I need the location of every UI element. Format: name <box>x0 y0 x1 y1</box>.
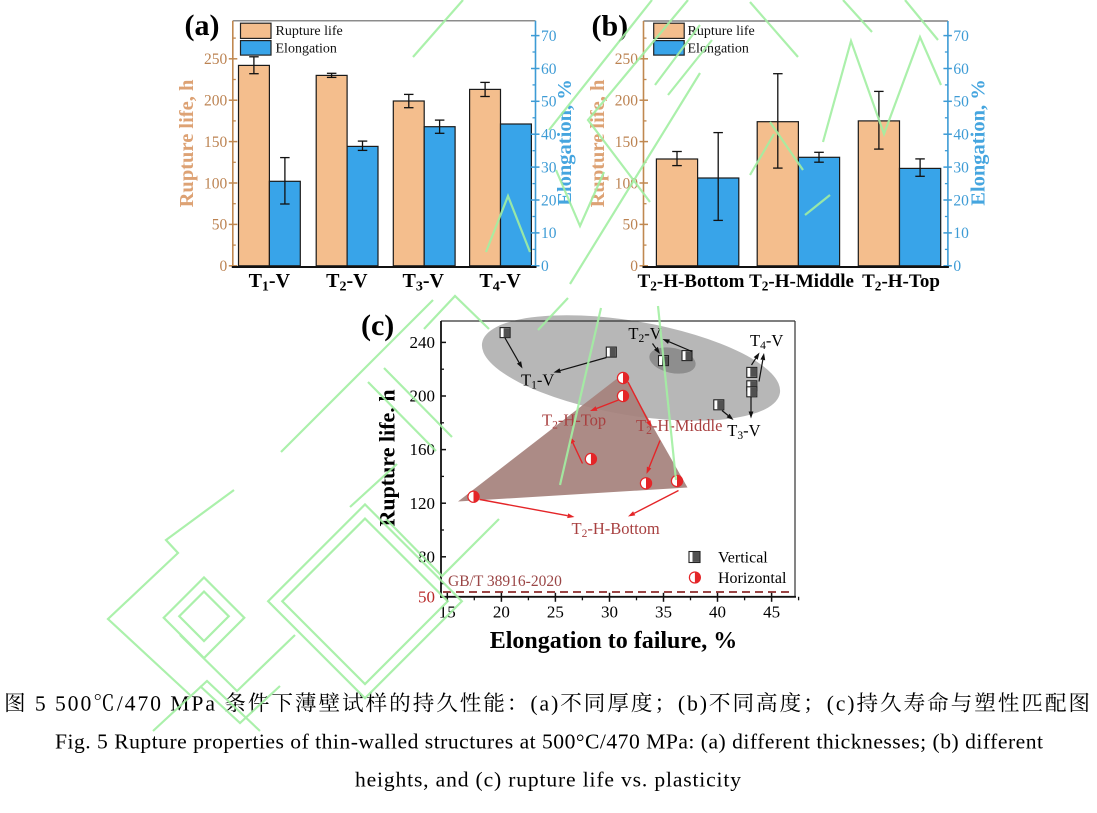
svg-text:60: 60 <box>953 61 969 78</box>
svg-text:30: 30 <box>541 159 557 176</box>
svg-text:Horizontal: Horizontal <box>718 570 787 587</box>
svg-text:(a): (a) <box>185 9 220 42</box>
svg-text:50: 50 <box>541 94 557 111</box>
svg-text:Elongation to failure, %: Elongation to failure, % <box>490 628 738 654</box>
svg-text:heights, and (c) rupture life: heights, and (c) rupture life vs. plasti… <box>355 768 741 792</box>
svg-text:120: 120 <box>410 494 436 513</box>
svg-text:40: 40 <box>541 127 557 144</box>
svg-text:T2​-V: T2​-V <box>628 324 661 345</box>
svg-text:20: 20 <box>493 603 510 622</box>
svg-text:Elongation: Elongation <box>276 42 337 57</box>
svg-text:80: 80 <box>418 547 435 566</box>
svg-text:100: 100 <box>204 175 228 192</box>
svg-text:250: 250 <box>615 51 639 68</box>
svg-text:50: 50 <box>212 217 228 234</box>
svg-text:Rupture life: Rupture life <box>688 24 755 39</box>
svg-text:50: 50 <box>623 217 639 234</box>
svg-text:T4​-V: T4​-V <box>479 270 521 295</box>
svg-text:30: 30 <box>953 159 969 176</box>
svg-text:T3​-V: T3​-V <box>402 270 444 295</box>
svg-text:30: 30 <box>601 603 618 622</box>
svg-text:T4​-V: T4​-V <box>750 331 783 352</box>
svg-text:0: 0 <box>953 258 961 275</box>
svg-text:Vertical: Vertical <box>718 550 768 567</box>
svg-text:Rupture life: Rupture life <box>276 24 343 39</box>
svg-text:240: 240 <box>410 333 436 352</box>
svg-text:200: 200 <box>615 93 639 110</box>
svg-text:70: 70 <box>541 28 557 45</box>
svg-text:10: 10 <box>541 225 557 242</box>
svg-text:160: 160 <box>410 440 436 459</box>
svg-text:Elongation, %: Elongation, % <box>968 79 990 205</box>
svg-text:25: 25 <box>547 603 564 622</box>
svg-text:0: 0 <box>630 258 638 275</box>
svg-text:20: 20 <box>953 192 969 209</box>
svg-text:40: 40 <box>709 603 726 622</box>
svg-text:150: 150 <box>204 134 228 151</box>
svg-text:T2​-H-Middle: T2​-H-Middle <box>749 271 854 293</box>
svg-text:70: 70 <box>953 28 969 45</box>
svg-text:40: 40 <box>953 127 969 144</box>
svg-text:Elongation: Elongation <box>688 42 749 57</box>
svg-text:10: 10 <box>953 225 969 242</box>
svg-text:T1​-V: T1​-V <box>249 270 291 295</box>
svg-text:0: 0 <box>541 258 549 275</box>
svg-text:Elongation, %: Elongation, % <box>554 79 576 205</box>
svg-text:T2​-V: T2​-V <box>326 270 368 295</box>
svg-text:45: 45 <box>763 603 780 622</box>
svg-text:T2​-H-Bottom: T2​-H-Bottom <box>638 271 745 293</box>
svg-text:GB/T 38916-2020: GB/T 38916-2020 <box>448 573 562 590</box>
svg-text:Fig. 5 Rupture properties of t: Fig. 5 Rupture properties of thin-walled… <box>55 730 1043 754</box>
svg-text:Rupture life, h: Rupture life, h <box>375 389 400 526</box>
svg-text:60: 60 <box>541 61 557 78</box>
svg-text:T2​-H-Top: T2​-H-Top <box>542 411 606 432</box>
svg-text:T3​-V: T3​-V <box>727 421 760 442</box>
svg-text:150: 150 <box>615 134 639 151</box>
svg-text:50: 50 <box>953 94 969 111</box>
svg-text:200: 200 <box>204 93 228 110</box>
svg-text:T2​-H-Top: T2​-H-Top <box>862 271 940 293</box>
svg-text:20: 20 <box>541 192 557 209</box>
svg-text:50: 50 <box>418 588 435 607</box>
svg-text:T2​-H-Bottom: T2​-H-Bottom <box>572 519 660 540</box>
svg-text:250: 250 <box>204 51 228 68</box>
svg-text:0: 0 <box>220 258 228 275</box>
svg-text:Rupture life, h: Rupture life, h <box>176 79 198 207</box>
svg-text:200: 200 <box>410 387 436 406</box>
svg-text:35: 35 <box>655 603 672 622</box>
svg-text:15: 15 <box>439 603 456 622</box>
svg-text:(c): (c) <box>361 309 394 342</box>
svg-text:T1​-V: T1​-V <box>521 371 554 392</box>
